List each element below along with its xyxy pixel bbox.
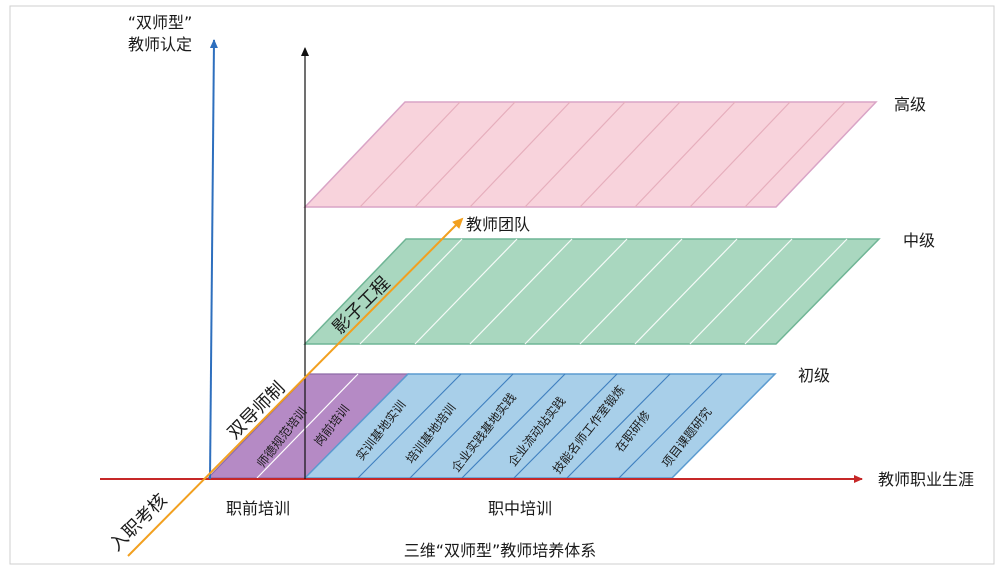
y-axis-label-line1: “双师型” (128, 13, 193, 32)
middle-level-plane (303, 238, 881, 345)
high-level-plane (303, 101, 878, 208)
primary-plane-hatching (357, 373, 723, 479)
figure-frame (9, 5, 995, 565)
level-label-middle: 中级 (903, 231, 935, 250)
high-plane-fill (303, 101, 878, 208)
team-axis-arrow (127, 217, 464, 557)
x-axis-label: 教师职业生涯 (878, 470, 974, 489)
y-axis-label-line2: 教师认定 (128, 35, 192, 54)
pre-service-divider (256, 373, 359, 479)
level-label-primary: 初级 (798, 366, 830, 385)
high-plane-hatching (359, 101, 846, 208)
level-label-high: 高级 (894, 95, 926, 114)
middle-plane-fill (303, 238, 881, 345)
team-axis-end-label: 教师团队 (466, 215, 530, 234)
middle-plane-hatching (359, 238, 848, 345)
diagram-caption: 三维“双师型”教师培养体系 (404, 541, 597, 560)
in-service-stage-label: 职中培训 (488, 499, 552, 518)
pre-service-stage-label: 职前培训 (226, 499, 290, 518)
certification-axis-arrow (209, 39, 218, 480)
